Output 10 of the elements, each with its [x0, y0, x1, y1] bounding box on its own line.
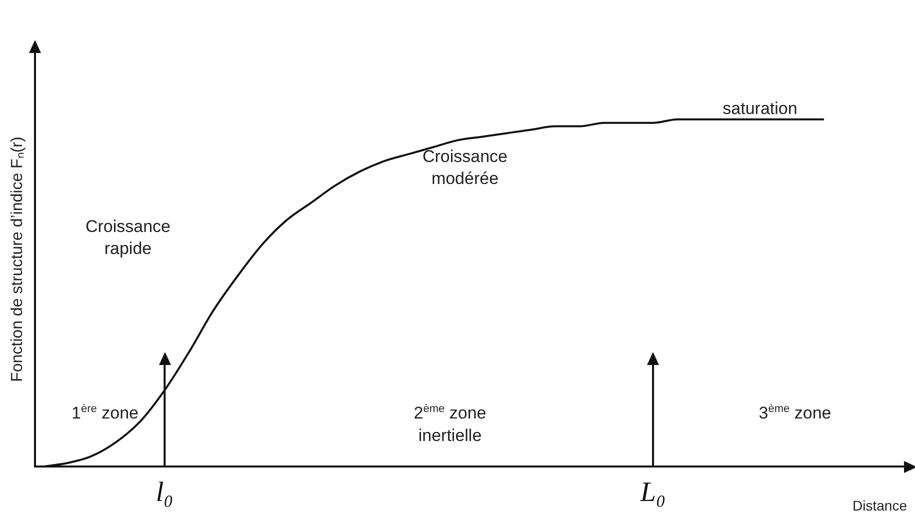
annotation: 2$^{ème}$ zone inertielle [412, 402, 488, 447]
x-tick-label: L₀ [639, 476, 666, 508]
annotation: 1$^{ère}$ zone [70, 402, 140, 425]
text: saturation [722, 98, 798, 120]
annotation: 3$^{ème}$ zone [758, 402, 832, 425]
y-axis-title: Fonction de structure d’indice Fₙ(r) [9, 136, 26, 382]
x-tick-label: l₀ [156, 476, 174, 508]
x-axis-title: Distance [852, 497, 908, 514]
annotation: Croissance modérée [421, 146, 509, 190]
annotation: Croissance rapide [84, 216, 172, 260]
